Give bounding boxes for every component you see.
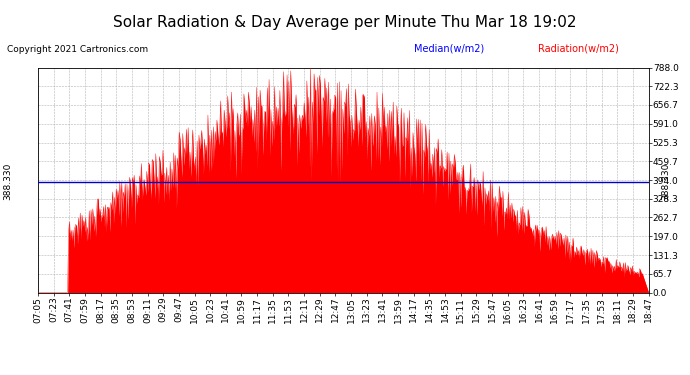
Text: Radiation(w/m2): Radiation(w/m2) [538,43,619,53]
Text: Solar Radiation & Day Average per Minute Thu Mar 18 19:02: Solar Radiation & Day Average per Minute… [113,15,577,30]
Text: 388.330: 388.330 [3,163,13,200]
Text: Median(w/m2): Median(w/m2) [414,43,484,53]
Text: 388.330: 388.330 [661,163,671,200]
Text: Copyright 2021 Cartronics.com: Copyright 2021 Cartronics.com [7,45,148,54]
